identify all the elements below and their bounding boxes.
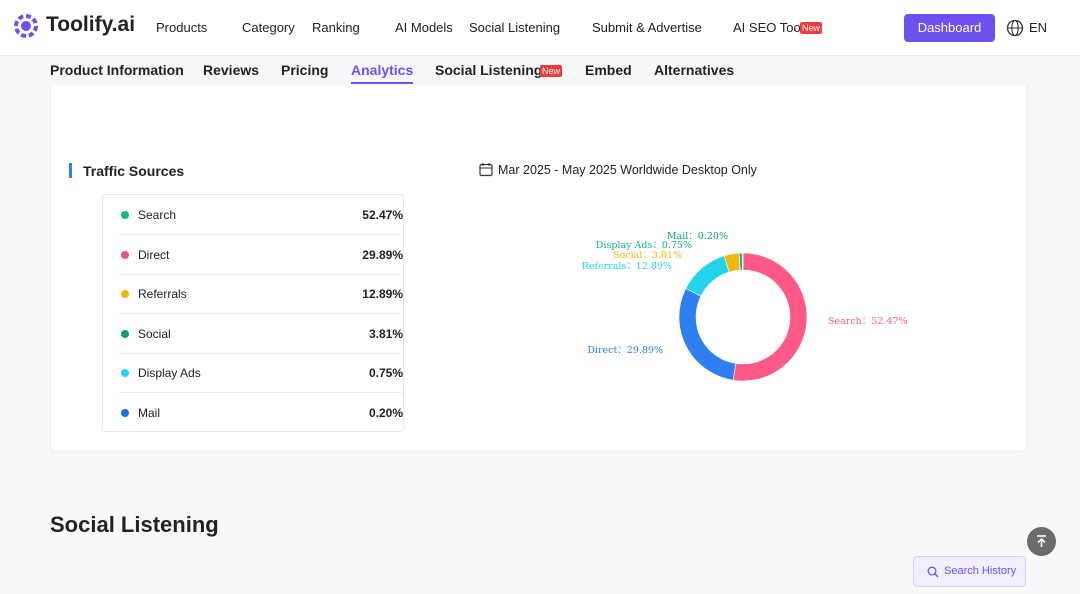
source-name: Display Ads <box>138 366 201 380</box>
search-history-button[interactable]: Search History <box>913 556 1026 587</box>
globe-icon <box>1006 19 1024 37</box>
tab[interactable]: Embed <box>585 62 632 78</box>
new-badge: New <box>800 22 823 34</box>
list-row: Referrals 12.89% <box>119 274 403 314</box>
donut-slice <box>741 252 744 271</box>
tab[interactable]: Pricing <box>281 62 329 78</box>
source-value: 0.20% <box>368 405 403 420</box>
data-label: Search：52.47% <box>828 316 908 327</box>
traffic-list: Search 52.47% Direct 29.89% Referrals 12.89% S… <box>102 194 404 432</box>
new-badge: New <box>540 65 563 77</box>
tab[interactable]: Product Information <box>50 62 184 78</box>
source-value: 52.47% <box>362 208 403 222</box>
accent-bar <box>69 163 72 178</box>
data-label: Referrals：12.89% <box>582 261 672 272</box>
tab[interactable]: Analytics <box>351 62 414 84</box>
legend-dot <box>121 408 129 417</box>
button-label: Search History <box>944 565 1017 577</box>
source-value: 12.89% <box>362 287 403 301</box>
legend-dot <box>121 211 129 219</box>
dashboard-button[interactable]: Dashboard <box>904 14 995 42</box>
donut-slice <box>685 255 730 297</box>
tab[interactable]: Alternatives <box>654 62 735 78</box>
legend-dot <box>121 369 129 377</box>
donut-chart: Search：52.47% Direct：29.89% Referrals：12.8… <box>582 231 908 382</box>
data-label: Social：3.81% <box>613 250 682 261</box>
donut-slice <box>678 288 737 381</box>
source-value: 0.75% <box>368 366 403 380</box>
calendar-icon <box>479 163 493 177</box>
nav-item[interactable]: Ranking <box>312 20 360 35</box>
logo-icon <box>14 14 38 38</box>
tab[interactable]: Social Listening <box>435 62 543 78</box>
legend-dot <box>121 290 129 298</box>
list-row: Social 3.81% <box>119 314 403 354</box>
data-label: Mail：0.20% <box>667 231 728 242</box>
data-label: Direct：29.89% <box>587 345 663 356</box>
list-row: Mail 0.20% <box>119 393 403 432</box>
source-value: 29.89% <box>362 247 403 262</box>
section-title: Traffic Sources <box>83 163 185 179</box>
section-heading: Social Listening <box>50 512 219 537</box>
source-name: Mail <box>138 405 161 420</box>
list-row: Search 52.47% <box>119 195 403 235</box>
source-name: Direct <box>138 247 170 262</box>
source-name: Search <box>138 208 177 222</box>
nav-item[interactable]: Products <box>156 20 208 35</box>
list-row: Display Ads 0.75% <box>119 353 403 393</box>
donut-slice <box>732 252 808 382</box>
nav-item[interactable]: AI Models <box>395 20 453 35</box>
nav-item[interactable]: Category <box>242 20 295 35</box>
nav-item[interactable]: AI SEO Tool <box>733 20 804 35</box>
source-name: Social <box>138 326 171 341</box>
logo[interactable]: Toolify.ai <box>46 13 136 36</box>
nav-item[interactable]: Submit & Advertise <box>592 20 702 35</box>
header: Toolify.ai Products Category Ranking AI … <box>0 0 1080 56</box>
legend-dot <box>121 329 129 338</box>
data-label: Display Ads：0.75% <box>596 240 692 251</box>
legend-dot <box>121 250 129 259</box>
source-name: Referrals <box>138 287 187 301</box>
source-value: 3.81% <box>368 326 403 341</box>
language[interactable]: EN <box>1029 20 1048 35</box>
nav-item[interactable]: Social Listening <box>469 20 561 35</box>
list-row: Direct 29.89% <box>119 235 403 275</box>
tab[interactable]: Reviews <box>203 62 260 78</box>
scroll-top[interactable] <box>1027 527 1056 556</box>
period: Mar 2025 - May 2025 Worldwide Desktop On… <box>498 163 757 177</box>
